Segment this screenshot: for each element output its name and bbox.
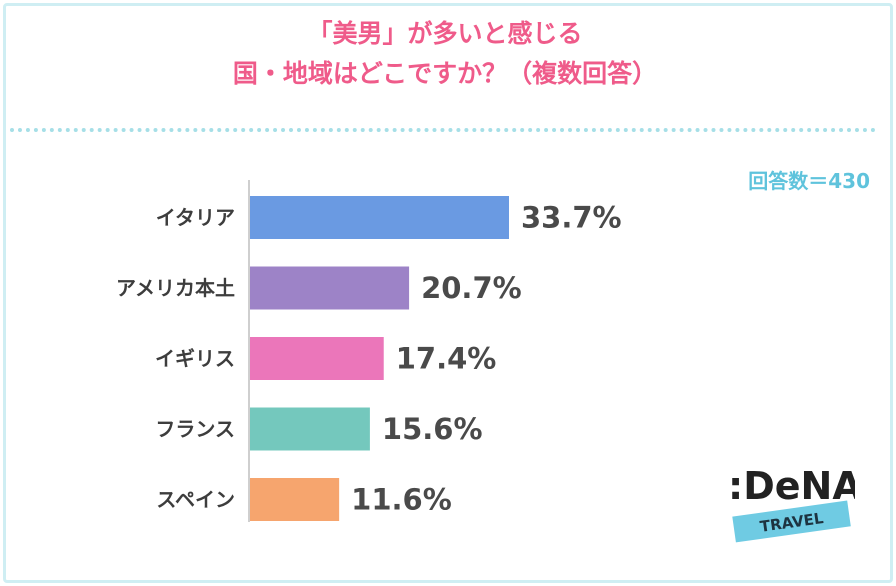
title-divider [10, 128, 876, 132]
bar-3 [250, 337, 384, 380]
logo-brand: :DeNA [728, 464, 855, 508]
bar-5 [250, 478, 340, 521]
logo-band [732, 500, 851, 543]
bar-1 [250, 196, 509, 239]
dena-travel-logo: :DeNA TRAVEL [728, 464, 855, 543]
category-label-2: アメリカ本土 [116, 276, 235, 300]
category-label-4: フランス [155, 417, 235, 441]
respondent-count: 回答数＝430 [748, 169, 870, 193]
category-label-1: イタリア [156, 206, 235, 230]
value-label-5: 11.6% [351, 483, 452, 517]
value-label-2: 20.7% [421, 271, 522, 305]
chart-title: 「美男」が多いと感じる 国・地域はどこですか？（複数回答） [0, 14, 890, 94]
bar-4 [250, 407, 370, 451]
category-label-3: イギリス [155, 347, 235, 371]
value-label-4: 15.6% [382, 412, 483, 446]
title-line-2: 国・地域はどこですか？（複数回答） [232, 59, 658, 88]
title-line-1: 「美男」が多いと感じる [307, 19, 583, 48]
value-label-3: 17.4% [396, 342, 497, 376]
bar-2 [250, 266, 410, 310]
chart-frame [3, 3, 893, 583]
value-label-1: 33.7% [521, 201, 622, 235]
category-label-5: スペイン [156, 488, 235, 512]
